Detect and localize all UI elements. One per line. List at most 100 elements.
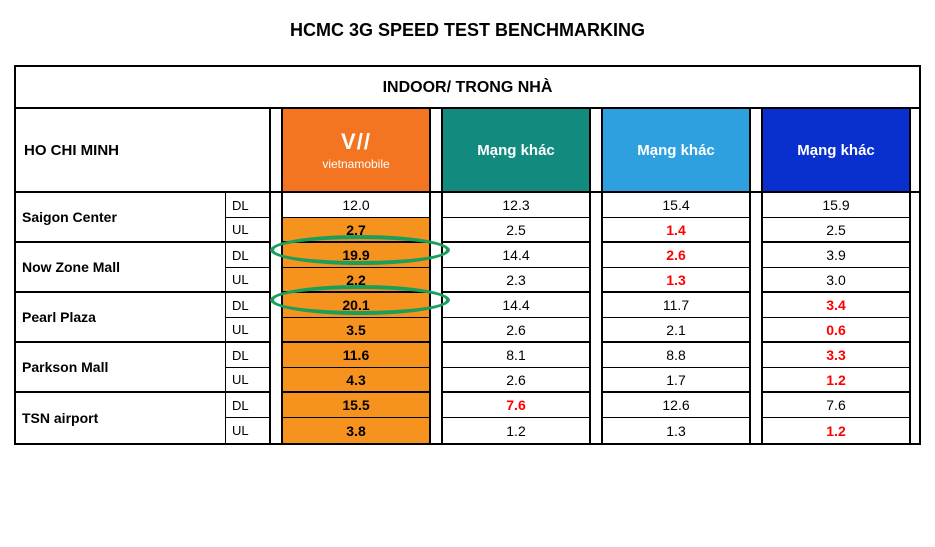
column-gap	[751, 268, 761, 293]
ul-row: UL3.52.62.10.6	[226, 318, 911, 343]
value-cell: 12.0	[281, 193, 431, 218]
value-cell: 2.7	[281, 218, 431, 243]
metrics-block: DL15.57.612.67.6UL3.81.21.31.2	[226, 393, 911, 443]
operator-header-3: Mạng khác	[601, 109, 751, 191]
column-gap	[271, 318, 281, 343]
metric-label: UL	[226, 418, 271, 443]
column-gap	[431, 368, 441, 393]
value-cell: 3.8	[281, 418, 431, 443]
column-gap	[591, 293, 601, 318]
metrics-block: DL12.012.315.415.9UL2.72.51.42.5	[226, 193, 911, 243]
operator-header-4: Mạng khác	[761, 109, 911, 191]
column-gap	[431, 418, 441, 443]
column-gap	[751, 218, 761, 243]
value-cell: 11.7	[601, 293, 751, 318]
column-gap	[271, 268, 281, 293]
operator-header-2: Mạng khác	[441, 109, 591, 191]
value-cell: 7.6	[441, 393, 591, 418]
dl-row: DL11.68.18.83.3	[226, 343, 911, 368]
dl-row: DL 20.1 14.4 11.7 3.4	[226, 293, 911, 318]
column-gap	[271, 343, 281, 368]
vietnamobile-label: vietnamobile	[322, 157, 389, 171]
value-cell: 3.3	[761, 343, 911, 368]
value-cell: 2.6	[441, 318, 591, 343]
column-gap	[431, 243, 441, 268]
location-name: Now Zone Mall	[16, 243, 226, 293]
value-cell: 15.9	[761, 193, 911, 218]
metrics-block: DL19.914.42.63.9UL2.22.31.33.0	[226, 243, 911, 293]
column-gap	[591, 393, 601, 418]
value-cell: 20.1	[281, 293, 431, 318]
metric-label: UL	[226, 318, 271, 343]
vietnamobile-mark-icon: V//	[341, 129, 371, 155]
value-cell: 8.1	[441, 343, 591, 368]
value-cell: 19.9	[281, 243, 431, 268]
value-cell: 2.6	[601, 243, 751, 268]
column-gap	[271, 243, 281, 268]
column-gap	[591, 109, 601, 191]
column-gap	[591, 218, 601, 243]
ul-row: UL2.72.51.42.5	[226, 218, 911, 243]
value-cell: 2.5	[441, 218, 591, 243]
header-row: HO CHI MINH V// vietnamobile Mạng khác M…	[16, 109, 919, 193]
table-body: Saigon CenterDL12.012.315.415.9UL2.72.51…	[16, 193, 919, 443]
value-cell: 12.6	[601, 393, 751, 418]
benchmark-table: INDOOR/ TRONG NHÀ HO CHI MINH V// vietna…	[14, 65, 921, 445]
metric-label: UL	[226, 368, 271, 393]
column-gap	[271, 193, 281, 218]
column-gap	[271, 109, 281, 191]
section-header: INDOOR/ TRONG NHÀ	[16, 67, 919, 109]
value-cell: 2.6	[441, 368, 591, 393]
dl-row: DL15.57.612.67.6	[226, 393, 911, 418]
column-gap	[751, 418, 761, 443]
value-cell: 1.3	[601, 268, 751, 293]
value-cell: 1.2	[441, 418, 591, 443]
value-cell: 3.9	[761, 243, 911, 268]
value-cell: 3.0	[761, 268, 911, 293]
value-cell: 2.3	[441, 268, 591, 293]
value-cell: 1.7	[601, 368, 751, 393]
value-cell: 15.4	[601, 193, 751, 218]
value-cell: 1.4	[601, 218, 751, 243]
column-gap	[751, 109, 761, 191]
metric-label: DL	[226, 293, 271, 318]
column-gap	[271, 368, 281, 393]
value-cell: 11.6	[281, 343, 431, 368]
metric-label: DL	[226, 393, 271, 418]
value-cell: 7.6	[761, 393, 911, 418]
value-cell: 14.4	[441, 243, 591, 268]
ul-row: UL3.81.21.31.2	[226, 418, 911, 443]
column-gap	[751, 293, 761, 318]
vietnamobile-logo: V// vietnamobile	[322, 129, 389, 171]
column-gap	[751, 368, 761, 393]
metric-label: UL	[226, 218, 271, 243]
ul-row: UL 2.2 2.3 1.3 3.0	[226, 268, 911, 293]
column-gap	[591, 368, 601, 393]
column-gap	[591, 343, 601, 368]
location-block: Pearl PlazaDL20.114.411.73.4UL3.52.62.10…	[16, 293, 919, 343]
column-gap	[431, 193, 441, 218]
value-cell: 2.2	[281, 268, 431, 293]
value-cell: 3.5	[281, 318, 431, 343]
metric-label: UL	[226, 268, 271, 293]
operator-header-vietnamobile: V// vietnamobile	[281, 109, 431, 191]
dl-row: DL12.012.315.415.9	[226, 193, 911, 218]
location-column-header: HO CHI MINH	[16, 109, 271, 191]
page-title: HCMC 3G SPEED TEST BENCHMARKING	[14, 20, 921, 41]
metric-label: DL	[226, 343, 271, 368]
metrics-block: DL11.68.18.83.3UL4.32.61.71.2	[226, 343, 911, 393]
column-gap	[751, 243, 761, 268]
column-gap	[271, 218, 281, 243]
value-cell: 2.1	[601, 318, 751, 343]
column-gap	[271, 293, 281, 318]
location-block: Parkson MallDL11.68.18.83.3UL4.32.61.71.…	[16, 343, 919, 393]
column-gap	[591, 193, 601, 218]
metric-label: DL	[226, 193, 271, 218]
dl-row: DL19.914.42.63.9	[226, 243, 911, 268]
value-cell: 3.4	[761, 293, 911, 318]
column-gap	[751, 318, 761, 343]
location-name: Pearl Plaza	[16, 293, 226, 343]
value-cell: 14.4	[441, 293, 591, 318]
column-gap	[431, 268, 441, 293]
ul-row: UL4.32.61.71.2	[226, 368, 911, 393]
